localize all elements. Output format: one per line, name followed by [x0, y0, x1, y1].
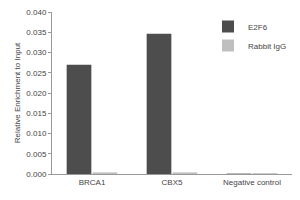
svg-text:0.005: 0.005: [26, 150, 47, 159]
svg-text:0.010: 0.010: [26, 129, 47, 138]
svg-text:0.035: 0.035: [26, 28, 47, 37]
svg-text:E2F6: E2F6: [248, 23, 268, 32]
svg-text:0.030: 0.030: [26, 48, 47, 57]
svg-text:0.025: 0.025: [26, 69, 47, 78]
svg-text:0.020: 0.020: [26, 89, 47, 98]
svg-text:Rabbit IgG: Rabbit IgG: [248, 42, 286, 51]
svg-text:Relative Enrichment to Input: Relative Enrichment to Input: [13, 42, 22, 143]
svg-text:Negative control: Negative control: [223, 178, 281, 187]
svg-text:0.000: 0.000: [26, 170, 47, 179]
svg-text:BRCA1: BRCA1: [79, 178, 106, 187]
svg-text:0.015: 0.015: [26, 109, 47, 118]
svg-text:CBX5: CBX5: [162, 178, 183, 187]
svg-text:0.040: 0.040: [26, 8, 47, 17]
